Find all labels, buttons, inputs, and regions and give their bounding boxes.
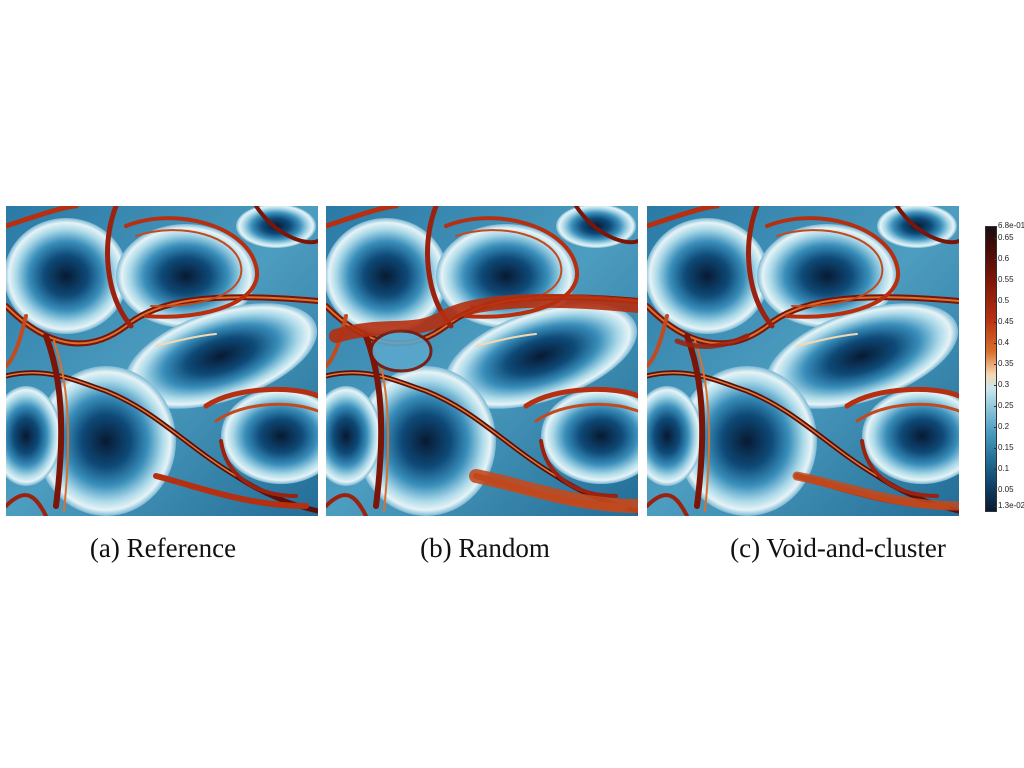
- caption-reference: (a) Reference: [89, 533, 237, 563]
- colorbar-tick: 0.65: [994, 233, 1014, 242]
- field-panel-reference: [6, 206, 318, 516]
- colorbar-tick: 0.35: [994, 359, 1014, 368]
- field-image-void-and-cluster: [647, 206, 959, 516]
- field-panel-void-and-cluster: [647, 206, 959, 516]
- colorbar-tick: 0.2: [993, 422, 1010, 431]
- colorbar-tick: 0.1: [993, 464, 1010, 473]
- colorbar-tick: 0.6: [993, 254, 1010, 263]
- colorbar-tick: 0.3: [993, 380, 1010, 389]
- colorbar-tick: 0.05: [994, 485, 1014, 494]
- caption-random: (b) Random: [420, 533, 550, 563]
- field-panel-random: [326, 206, 638, 516]
- colorbar-tick: 0.4: [993, 338, 1010, 347]
- caption-void-and-cluster: (c) Void-and-cluster: [730, 533, 946, 563]
- colorbar-tick: 0.5: [993, 296, 1010, 305]
- colorbar-tick: 0.25: [994, 401, 1014, 410]
- colorbar: [985, 226, 997, 512]
- field-image-reference: [6, 206, 318, 516]
- colorbar-min-label: 1.3e-02: [993, 501, 1024, 510]
- colorbar-max-label: 6.8e-01: [993, 221, 1024, 230]
- colorbar-tick: 0.55: [994, 275, 1014, 284]
- colorbar-tick: 0.45: [994, 317, 1014, 326]
- field-image-random: [326, 206, 638, 516]
- colorbar-tick: 0.15: [994, 443, 1014, 452]
